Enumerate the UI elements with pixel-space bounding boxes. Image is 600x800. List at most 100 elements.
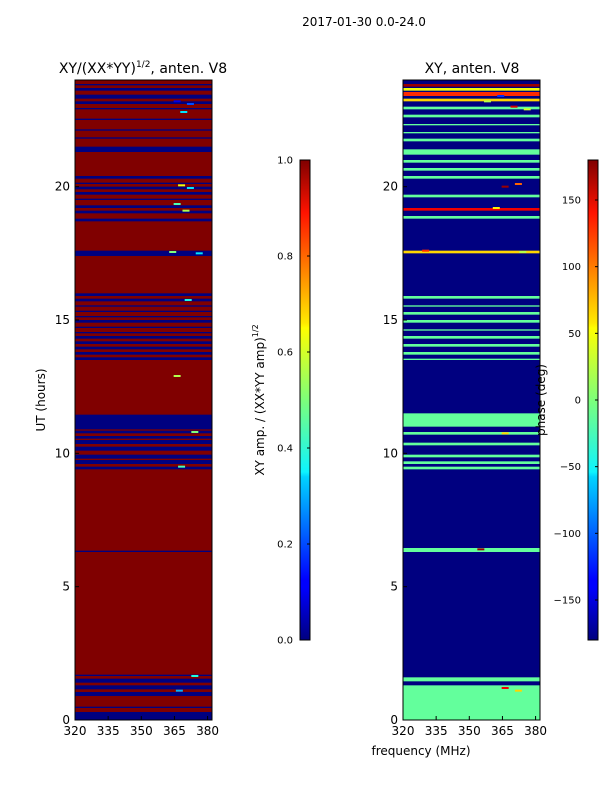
phase-band xyxy=(403,88,540,91)
amplitude-colorbar-frame xyxy=(299,159,311,641)
amplitude-band xyxy=(75,320,212,323)
phase-colorbar-tick-label: −100 xyxy=(554,529,581,540)
amplitude-speckle xyxy=(184,299,192,301)
amplitude-band xyxy=(75,332,212,334)
phase-band xyxy=(403,358,540,360)
amplitude-band xyxy=(75,712,212,720)
phase-speckle xyxy=(519,251,527,253)
phase-band xyxy=(403,329,540,331)
amplitude-band xyxy=(75,550,212,552)
phase-colorbar-tick-label: −150 xyxy=(554,596,581,607)
phase-colorbar-tick-label: 150 xyxy=(562,196,581,207)
amplitude-colorbar-label: XY amp. / (XX*YY amp)1/2 xyxy=(251,324,267,475)
phase-speckle xyxy=(523,108,531,111)
phase-y-tick-label: 15 xyxy=(383,313,398,327)
phase-speckle xyxy=(501,185,509,188)
phase-colorbar: phase (deg) −150 −100 −50 0 50 100 150 xyxy=(534,159,599,641)
phase-band xyxy=(403,194,540,198)
amplitude-colorbar-gradient xyxy=(300,160,310,640)
phase-x-tick-label: 335 xyxy=(425,724,448,738)
phase-band xyxy=(403,160,540,163)
phase-band xyxy=(403,344,540,347)
phase-band xyxy=(403,466,540,470)
amplitude-colorbar-ticks: 0.0 0.2 0.4 0.6 0.8 1.0 xyxy=(277,156,310,647)
amplitude-band xyxy=(75,137,212,139)
phase-band xyxy=(403,84,540,87)
amplitude-colorbar-tick-label: 1.0 xyxy=(277,156,293,167)
phase-background-field xyxy=(403,80,540,720)
amplitude-speckle xyxy=(173,203,181,205)
amplitude-y-tick-label: 10 xyxy=(55,446,70,460)
amplitude-band xyxy=(75,186,212,190)
amplitude-x-tick-label: 320 xyxy=(64,724,87,738)
amplitude-band xyxy=(75,84,212,86)
amplitude-panel-title: XY/(XX*YY)1/2, anten. V8 xyxy=(59,60,227,77)
amplitude-colorbar-tick-label: 0.4 xyxy=(277,444,293,455)
phase-axes: 320 335 350 365 380 0 5 10 15 20 xyxy=(383,180,547,738)
amplitude-heatmap-cells xyxy=(75,80,212,720)
amplitude-speckle xyxy=(186,187,194,189)
amplitude-speckle xyxy=(173,100,181,103)
phase-band xyxy=(403,352,540,355)
amplitude-band xyxy=(75,357,212,360)
amplitude-y-tick-label: 5 xyxy=(62,580,70,594)
phase-x-tick-label: 365 xyxy=(491,724,514,738)
amplitude-y-tick-label: 20 xyxy=(55,180,70,194)
amplitude-y-tick-label: 15 xyxy=(55,313,70,327)
amplitude-band xyxy=(75,316,212,318)
phase-y-tick-label: 10 xyxy=(383,446,398,460)
amplitude-speckle xyxy=(191,431,199,433)
amplitude-band xyxy=(75,101,212,104)
amplitude-band xyxy=(75,88,212,91)
phase-speckle xyxy=(497,95,505,97)
phase-band xyxy=(403,336,540,339)
amplitude-axes: 320 335 350 365 380 0 5 10 15 20 xyxy=(55,180,219,738)
phase-speckle xyxy=(514,183,522,185)
amplitude-heatmap-panel: XY/(XX*YY)1/2, anten. V8 320 335 350 365 380… xyxy=(34,60,227,738)
amplitude-colorbar-tick-label: 0.0 xyxy=(277,636,293,647)
phase-band xyxy=(403,132,540,134)
amplitude-band xyxy=(75,108,212,110)
phase-colorbar-label: phase (deg) xyxy=(534,364,548,436)
amplitude-band xyxy=(75,326,212,328)
phase-heatmap-cells xyxy=(403,80,540,720)
phase-speckle xyxy=(483,100,491,103)
amplitude-band xyxy=(75,176,212,179)
amplitude-band xyxy=(75,706,212,708)
amplitude-band xyxy=(75,205,212,208)
phase-band xyxy=(403,442,540,446)
amplitude-y-axis-label: UT (hours) xyxy=(34,368,48,431)
phase-x-tick-label: 350 xyxy=(458,724,481,738)
amplitude-band xyxy=(75,250,212,256)
phase-band xyxy=(403,432,540,435)
phase-speckle xyxy=(501,432,509,435)
amplitude-band xyxy=(75,414,212,430)
phase-heatmap-panel: XY, anten. V8 320 335 350 365 380 0 5 10 15 20 fr… xyxy=(371,61,547,758)
amplitude-band xyxy=(75,305,212,307)
phase-band xyxy=(403,168,540,171)
amplitude-band xyxy=(75,192,212,195)
amplitude-band xyxy=(75,440,212,444)
phase-band xyxy=(403,216,540,219)
phase-y-tick-label: 0 xyxy=(390,713,398,727)
amplitude-band xyxy=(75,293,212,296)
amplitude-band xyxy=(75,454,212,459)
amplitude-speckle xyxy=(178,465,186,468)
phase-band xyxy=(403,320,540,323)
phase-band xyxy=(403,106,540,110)
amplitude-speckle xyxy=(169,251,177,253)
amplitude-band xyxy=(75,198,212,200)
amplitude-band xyxy=(75,210,212,214)
phase-band xyxy=(403,461,540,464)
amplitude-speckle xyxy=(175,689,183,692)
amplitude-colorbar: 0.0 0.2 0.4 0.6 0.8 1.0 XY amp. / (XX*YY amp)… xyxy=(251,156,311,647)
amplitude-speckle xyxy=(191,675,199,677)
amplitude-colorbar-tick-label: 0.8 xyxy=(277,252,293,263)
amplitude-band xyxy=(75,460,212,464)
phase-band xyxy=(403,677,540,682)
phase-y-tick-label: 5 xyxy=(390,580,398,594)
phase-colorbar-tick-label: 0 xyxy=(575,396,581,407)
amplitude-speckle xyxy=(178,184,186,187)
amplitude-band xyxy=(75,341,212,344)
